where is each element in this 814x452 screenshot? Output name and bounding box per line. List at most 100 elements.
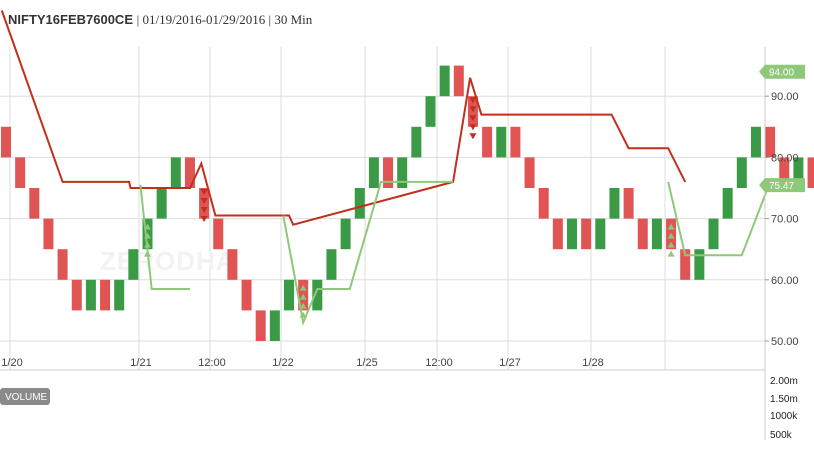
renko-brick bbox=[184, 157, 195, 188]
renko-brick bbox=[496, 126, 507, 158]
renko-brick bbox=[453, 65, 464, 97]
x-tick-label: 1/25 bbox=[356, 357, 377, 369]
renko-brick bbox=[255, 310, 266, 341]
y-tick-label: 60.00 bbox=[771, 275, 799, 287]
x-tick-label: 1/28 bbox=[582, 357, 603, 369]
renko-brick bbox=[269, 310, 280, 341]
renko-brick bbox=[43, 218, 54, 250]
x-tick-label: 12:00 bbox=[198, 357, 226, 369]
renko-brick bbox=[368, 157, 379, 188]
range-label: | 01/19/2016-01/29/2016 | 30 Min bbox=[136, 12, 313, 27]
renko-brick bbox=[57, 249, 68, 280]
renko-brick bbox=[1, 126, 11, 158]
sell-signal-marker bbox=[200, 216, 208, 222]
renko-brick bbox=[100, 279, 111, 311]
last-price-flags: 94.00 75.47 bbox=[759, 64, 805, 193]
buy-signal-marker bbox=[144, 223, 151, 230]
buy-signal-marker bbox=[667, 232, 675, 239]
sell-signal-marker bbox=[469, 133, 477, 140]
renko-brick bbox=[510, 126, 521, 158]
y-tick-label: 50.00 bbox=[771, 336, 799, 348]
x-tick-label: 12:00 bbox=[425, 357, 453, 369]
sell-signal-marker bbox=[469, 97, 477, 104]
buy-signal-marker bbox=[299, 293, 307, 300]
renko-brick bbox=[595, 218, 606, 250]
renko-brick bbox=[326, 249, 337, 280]
buy-signal-marker bbox=[144, 250, 151, 257]
renko-brick bbox=[750, 126, 761, 158]
renko-brick bbox=[156, 188, 167, 219]
y-tick-label: 70.00 bbox=[771, 214, 799, 226]
renko-brick bbox=[779, 157, 790, 188]
renko-brick bbox=[411, 126, 422, 158]
renko-brick bbox=[383, 157, 394, 188]
volume-pane: VOLUME 2.00m 1.50m 1000k 500k bbox=[0, 376, 798, 441]
volume-button-label: VOLUME bbox=[5, 392, 48, 403]
buy-signal-marker bbox=[299, 302, 307, 309]
resistance-line bbox=[0, 10, 687, 226]
renko-brick bbox=[312, 279, 323, 311]
renko-brick bbox=[609, 188, 620, 219]
buy-signal-marker bbox=[667, 241, 675, 248]
renko-brick bbox=[722, 188, 733, 219]
last-price-flag bbox=[759, 178, 805, 193]
y-tick-label: 80.00 bbox=[771, 152, 799, 164]
renko-brick bbox=[680, 249, 691, 280]
signal-markers bbox=[144, 97, 675, 318]
volume-button[interactable] bbox=[0, 388, 50, 405]
chart-title: NIFTY16FEB7600CE | 01/19/2016-01/29/2016… bbox=[8, 12, 312, 28]
renko-brick bbox=[694, 249, 705, 280]
buy-signal-marker bbox=[299, 311, 307, 318]
renko-bricks bbox=[1, 65, 814, 341]
renko-brick bbox=[15, 157, 26, 188]
renko-brick bbox=[708, 218, 719, 250]
buy-signal-marker bbox=[667, 223, 675, 230]
volume-tick-label: 500k bbox=[770, 430, 793, 441]
renko-brick bbox=[552, 218, 563, 250]
renko-brick bbox=[623, 188, 634, 219]
x-tick-label: 1/22 bbox=[272, 357, 293, 369]
watermark: ZERODHA bbox=[100, 246, 236, 276]
renko-brick bbox=[807, 157, 814, 188]
renko-brick bbox=[284, 279, 294, 311]
x-tick-label: 1/20 bbox=[1, 357, 22, 369]
renko-brick bbox=[793, 157, 804, 188]
volume-tick-label: 1000k bbox=[770, 411, 798, 422]
support-line bbox=[282, 180, 454, 327]
sell-signal-marker bbox=[469, 124, 477, 131]
sell-signal-marker bbox=[200, 207, 208, 213]
last-price-flag bbox=[759, 64, 805, 79]
sell-signal-marker bbox=[469, 115, 477, 122]
x-tick-label: 1/27 bbox=[499, 357, 520, 369]
support-line bbox=[667, 181, 772, 257]
trend-lines bbox=[0, 10, 772, 327]
renko-brick bbox=[439, 65, 450, 97]
renko-brick bbox=[128, 249, 139, 280]
renko-brick bbox=[29, 188, 40, 219]
x-tick-label: 1/21 bbox=[130, 357, 151, 369]
renko-brick bbox=[524, 157, 535, 188]
renko-brick bbox=[114, 279, 125, 311]
volume-tick-label: 1.50m bbox=[770, 394, 798, 405]
renko-brick bbox=[213, 218, 224, 250]
renko-brick bbox=[581, 218, 592, 250]
renko-brick bbox=[354, 188, 365, 219]
buy-signal-marker bbox=[144, 241, 151, 248]
renko-brick bbox=[425, 96, 436, 127]
last-price-label: 94.00 bbox=[769, 68, 794, 79]
renko-brick bbox=[71, 279, 82, 311]
renko-brick bbox=[765, 126, 776, 158]
axes: 50.00 60.00 70.00 80.00 90.00 1/20 1/21 12:00 1/… bbox=[0, 47, 799, 440]
volume-tick-label: 2.00m bbox=[770, 376, 798, 387]
sell-signal-marker bbox=[200, 189, 208, 195]
renko-brick bbox=[227, 249, 238, 280]
renko-brick bbox=[85, 279, 96, 311]
sell-signal-marker bbox=[469, 106, 477, 113]
renko-brick bbox=[482, 126, 493, 158]
buy-signal-marker bbox=[299, 284, 307, 291]
renko-brick bbox=[651, 218, 662, 250]
renko-brick bbox=[340, 218, 351, 250]
renko-brick bbox=[736, 157, 747, 188]
sell-signal-marker bbox=[200, 198, 208, 204]
